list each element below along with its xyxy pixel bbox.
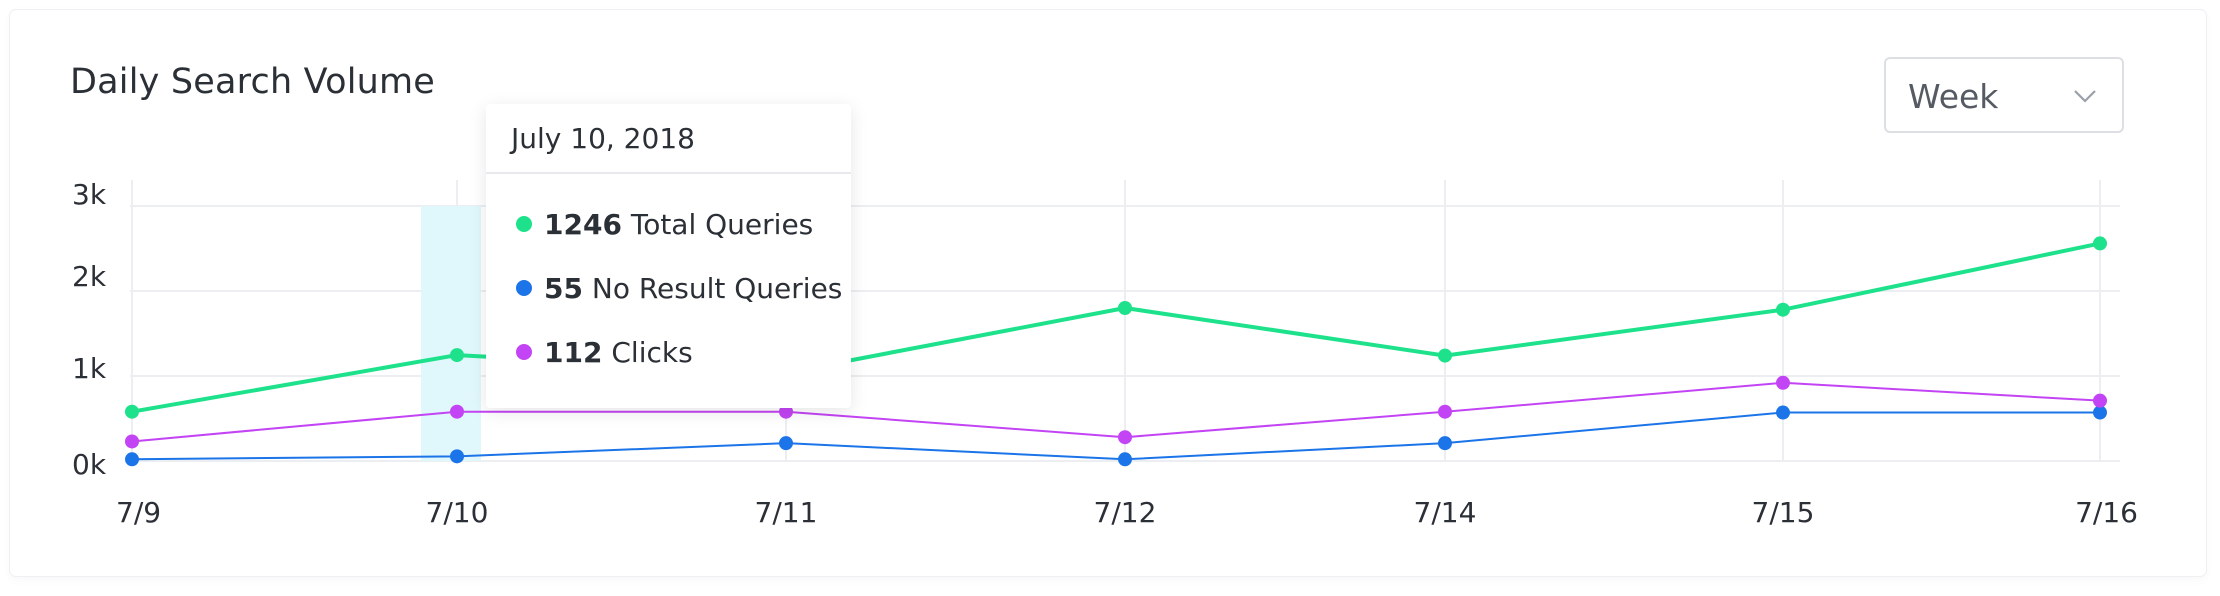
clicks-point [1438,404,1452,419]
no-result-queries-dot-icon [516,280,532,296]
clicks-point [779,404,793,419]
y-tick-label: 0k [72,448,107,481]
range-select-value: Week [1908,77,1999,116]
total-queries-point [1776,302,1790,317]
tooltip-row-total-queries: 1246 Total Queries [516,208,813,241]
chart-card [10,10,2206,576]
no-result-queries-point [779,436,793,451]
highlight-band [421,206,481,461]
x-tick-label: 7/15 [1752,496,1815,529]
no-result-queries-point [1776,405,1790,420]
chart-title: Daily Search Volume [70,62,436,102]
clicks-point [1776,375,1790,390]
no-result-queries-point [450,449,464,464]
range-select[interactable]: Week [1884,57,2124,133]
no-result-queries-point [1118,452,1132,467]
no-result-queries-point [125,452,139,467]
x-tick-label: 7/14 [1414,496,1477,529]
tooltip-total-queries-value: 1246 [544,208,622,241]
tooltip: July 10, 2018 1246 Total Queries 55 No R… [486,104,851,408]
total-queries-point [125,404,139,419]
total-queries-dot-icon [516,216,532,232]
tooltip-no-result-queries-value: 55 [544,272,583,305]
clicks-point [2093,393,2107,408]
x-tick-label: 7/10 [426,496,489,529]
tooltip-row-clicks: 112 Clicks [516,336,693,369]
x-tick-label: 7/12 [1094,496,1157,529]
clicks-point [450,404,464,419]
clicks-dot-icon [516,344,532,360]
x-tick-label: 7/11 [755,496,818,529]
tooltip-clicks-value: 112 [544,336,603,369]
label-layer: 0k 1k 2k 3k 7/9 7/10 7/11 7/12 7/14 7/15 7/16 [72,178,2138,529]
total-queries-point [1438,348,1452,363]
no-result-queries-point [2093,405,2107,420]
total-queries-point [1118,301,1132,315]
tooltip-clicks-label: Clicks [611,336,693,369]
x-tick-label: 7/9 [116,496,161,529]
total-queries-point [2093,236,2107,251]
series-layer [125,236,2107,467]
y-tick-label: 3k [72,178,107,211]
total-queries-point [450,348,464,363]
tooltip-divider [486,172,851,174]
no-result-queries-point [1438,436,1452,451]
chevron-down-icon [2074,90,2096,103]
clicks-point [1118,430,1132,445]
tooltip-row-no-result-queries: 55 No Result Queries [516,272,842,305]
tooltip-no-result-queries-label: No Result Queries [591,272,843,305]
y-tick-label: 2k [72,260,107,293]
y-tick-label: 1k [72,352,107,385]
tooltip-date: July 10, 2018 [511,122,695,155]
x-tick-label: 7/16 [2075,496,2138,529]
highlight-layer [421,206,481,461]
clicks-point [125,434,139,449]
tooltip-total-queries-label: Total Queries [630,208,814,241]
